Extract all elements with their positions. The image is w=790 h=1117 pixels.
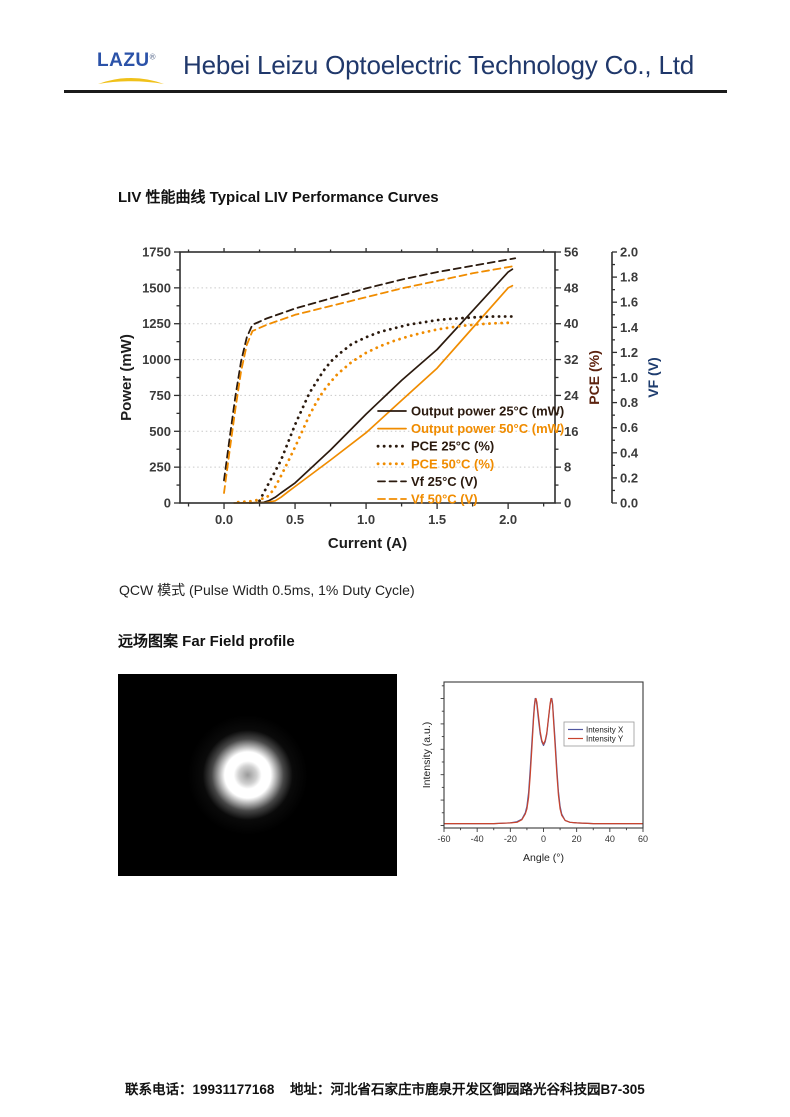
- svg-text:1250: 1250: [142, 316, 171, 331]
- svg-text:750: 750: [149, 388, 171, 403]
- logo-swoosh-icon: [98, 78, 164, 84]
- svg-text:-60: -60: [437, 834, 450, 844]
- svg-text:48: 48: [564, 280, 578, 295]
- svg-text:Intensity Y: Intensity Y: [586, 735, 624, 744]
- svg-text:0.6: 0.6: [620, 420, 638, 435]
- svg-text:1.8: 1.8: [620, 270, 638, 285]
- qcw-mode-note: QCW 模式 (Pulse Width 0.5ms, 1% Duty Cycle…: [119, 582, 415, 598]
- header-divider: [64, 90, 727, 93]
- contact-phone: 联系电话：19931177168: [125, 1078, 274, 1098]
- svg-text:1.4: 1.4: [620, 320, 639, 335]
- liv-series: [223, 257, 517, 504]
- svg-text:1000: 1000: [142, 352, 171, 367]
- contact-address-label: 地址：: [290, 1082, 331, 1097]
- svg-text:Output power 25°C (mW): Output power 25°C (mW): [411, 404, 564, 419]
- svg-text:0.0: 0.0: [620, 496, 638, 511]
- svg-text:Output power 50°C (mW): Output power 50°C (mW): [411, 421, 564, 436]
- svg-text:-40: -40: [471, 834, 484, 844]
- contact-phone-number: 19931177168: [192, 1082, 275, 1097]
- logo-wordmark: LAZU®: [97, 50, 177, 72]
- farfield-beam-image: [118, 674, 397, 876]
- svg-text:40: 40: [605, 834, 615, 844]
- farfield-axes: -60 -40 -20 0 20 40 60 Angle (°) Intensity (a.u.…: [421, 681, 648, 864]
- svg-text:Intensity X: Intensity X: [586, 726, 624, 735]
- liv-section-title: LIV 性能曲线 Typical LIV Performance Curves: [118, 189, 439, 206]
- svg-text:-20: -20: [504, 834, 517, 844]
- farfield-series: [444, 697, 643, 825]
- svg-text:32: 32: [564, 352, 578, 367]
- svg-text:PCE 50°C (%): PCE 50°C (%): [411, 456, 494, 471]
- svg-text:VF (V): VF (V): [645, 357, 661, 397]
- farfield-chart: -60 -40 -20 0 20 40 60 Angle (°) Intensity (a.u.…: [421, 681, 648, 864]
- contact-address-value: 河北省石家庄市鹿泉开发区御园路光谷科技园B7-305: [330, 1082, 645, 1097]
- farfield-section-title: 远场图案 Far Field profile: [118, 633, 295, 650]
- registered-trademark-icon: ®: [149, 52, 156, 62]
- svg-text:0.2: 0.2: [620, 470, 638, 485]
- svg-text:0: 0: [564, 496, 571, 511]
- svg-text:8: 8: [564, 460, 571, 475]
- contact-address: 地址：河北省石家庄市鹿泉开发区御园路光谷科技园B7-305: [290, 1078, 645, 1098]
- liv-gridlines: [180, 287, 555, 468]
- svg-text:24: 24: [564, 388, 579, 403]
- svg-text:16: 16: [564, 424, 578, 439]
- logo-text: LAZU: [97, 50, 150, 71]
- svg-text:Intensity (a.u.): Intensity (a.u.): [421, 722, 433, 789]
- svg-text:1.5: 1.5: [428, 512, 446, 527]
- svg-text:0.8: 0.8: [620, 395, 638, 410]
- svg-text:Power (mW): Power (mW): [118, 334, 135, 421]
- svg-text:2.0: 2.0: [620, 245, 638, 260]
- svg-text:PCE (%): PCE (%): [586, 350, 602, 404]
- contact-phone-label: 联系电话：: [125, 1082, 193, 1097]
- svg-text:0.0: 0.0: [215, 512, 233, 527]
- liv-chart: 0.0 0.5 1.0 1.5 2.0 0 250 500 750 1000 1250 1500 175…: [118, 245, 661, 553]
- company-logo: LAZU®: [97, 50, 177, 84]
- svg-text:60: 60: [638, 834, 648, 844]
- svg-text:0: 0: [164, 496, 171, 511]
- svg-text:40: 40: [564, 316, 578, 331]
- svg-text:1.0: 1.0: [357, 512, 375, 527]
- liv-legend: Output power 25°C (mW) Output power 50°C …: [376, 404, 564, 507]
- company-name: Hebei Leizu Optoelectric Technology Co.,…: [183, 50, 695, 80]
- svg-text:Vf 50°C (V): Vf 50°C (V): [411, 492, 478, 507]
- svg-text:500: 500: [149, 424, 171, 439]
- svg-text:1500: 1500: [142, 280, 171, 295]
- svg-text:Current (A): Current (A): [328, 535, 407, 552]
- svg-text:1.2: 1.2: [620, 345, 638, 360]
- svg-text:1750: 1750: [142, 245, 171, 260]
- svg-text:0: 0: [541, 834, 546, 844]
- svg-text:56: 56: [564, 245, 578, 260]
- svg-text:Vf 25°C (V): Vf 25°C (V): [411, 474, 478, 489]
- svg-text:1.6: 1.6: [620, 295, 638, 310]
- svg-text:0.4: 0.4: [620, 445, 639, 460]
- svg-text:Angle (°): Angle (°): [523, 852, 564, 864]
- svg-text:20: 20: [572, 834, 582, 844]
- svg-text:PCE 25°C (%): PCE 25°C (%): [411, 439, 494, 454]
- svg-text:250: 250: [149, 460, 171, 475]
- svg-text:0.5: 0.5: [286, 512, 304, 527]
- svg-text:1.0: 1.0: [620, 370, 638, 385]
- svg-text:2.0: 2.0: [499, 512, 517, 527]
- liv-axes: 0.0 0.5 1.0 1.5 2.0 0 250 500 750 1000 1250 1500 175…: [118, 245, 661, 553]
